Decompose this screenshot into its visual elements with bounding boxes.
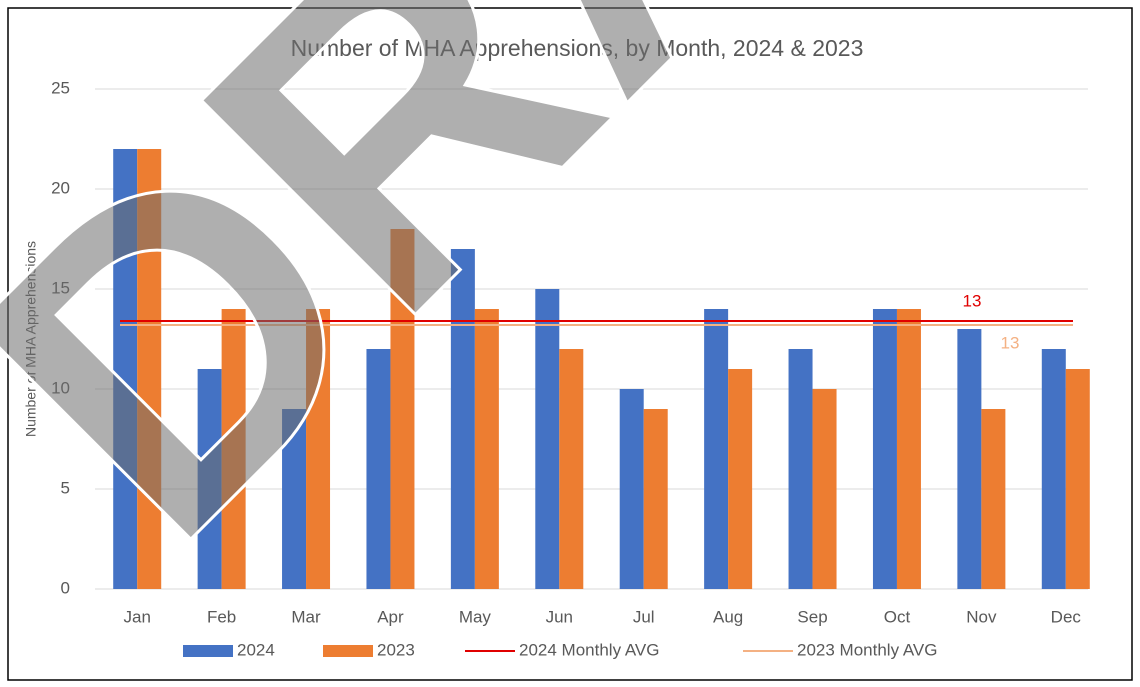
bar (619, 389, 644, 589)
bar (221, 309, 246, 589)
x-tick-label: Jun (546, 607, 573, 626)
bar (896, 309, 921, 589)
bar (1065, 369, 1090, 589)
legend-swatch (323, 645, 373, 657)
legend-swatch (183, 645, 233, 657)
chart-title: Number of MHA Apprehensions, by Month, 2… (291, 35, 864, 61)
bar (282, 409, 307, 589)
y-tick-label: 15 (51, 278, 70, 297)
bar (872, 309, 897, 589)
y-tick-label: 0 (61, 578, 70, 597)
bar (366, 349, 391, 589)
y-tick-label: 5 (61, 478, 70, 497)
x-tick-label: Dec (1051, 607, 1082, 626)
bar (113, 149, 138, 589)
bar (197, 369, 222, 589)
bar (643, 409, 668, 589)
y-axis-label: Number of MHA Apprehensions (23, 241, 39, 437)
bar (728, 369, 753, 589)
legend-label: 2023 (377, 640, 415, 659)
legend-label: 2024 (237, 640, 275, 659)
y-tick-label: 10 (51, 378, 70, 397)
x-tick-label: Nov (966, 607, 997, 626)
average-label: 13 (963, 291, 982, 310)
y-tick-label: 20 (51, 178, 70, 197)
x-tick-label: Sep (797, 607, 827, 626)
bar (957, 329, 982, 589)
x-tick-label: Jan (123, 607, 150, 626)
average-label: 13 (1001, 333, 1020, 352)
x-tick-label: Oct (884, 607, 911, 626)
bar (704, 309, 729, 589)
bar (390, 229, 415, 589)
x-tick-label: Aug (713, 607, 743, 626)
bar (137, 149, 162, 589)
x-tick-label: Feb (207, 607, 236, 626)
legend-label: 2024 Monthly AVG (519, 640, 660, 659)
x-tick-label: Mar (291, 607, 321, 626)
x-tick-label: Jul (633, 607, 655, 626)
bar (788, 349, 813, 589)
bar (1041, 349, 1066, 589)
bar (812, 389, 837, 589)
bar (450, 249, 475, 589)
bar (474, 309, 499, 589)
bar (559, 349, 584, 589)
legend-label: 2023 Monthly AVG (797, 640, 938, 659)
x-tick-label: Apr (377, 607, 404, 626)
bar (981, 409, 1006, 589)
bar (306, 309, 331, 589)
bar (535, 289, 560, 589)
y-tick-label: 25 (51, 78, 70, 97)
x-tick-label: May (459, 607, 492, 626)
